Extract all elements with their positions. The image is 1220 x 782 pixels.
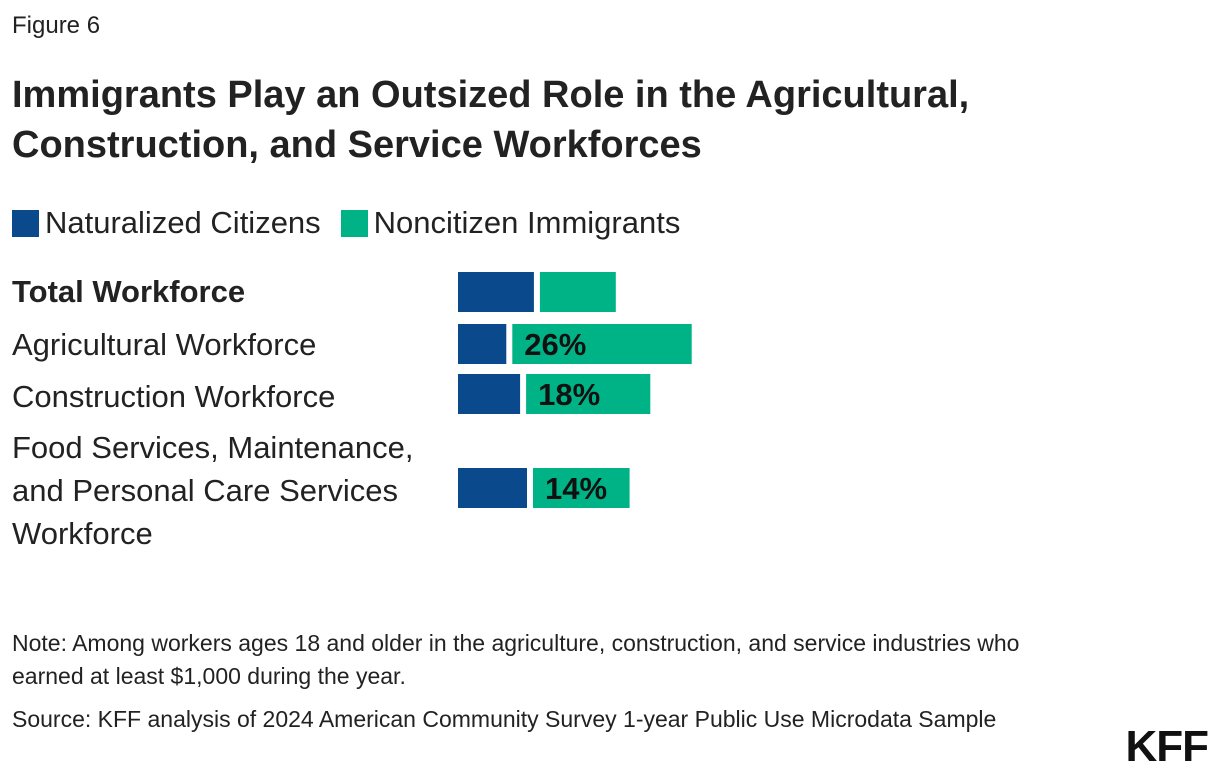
data-label-1: 26%: [524, 327, 586, 362]
legend-swatch-noncitizen: [340, 209, 368, 237]
bar-naturalized-2: [458, 374, 521, 414]
legend-item-naturalized: Naturalized Citizens: [12, 205, 321, 241]
bar-noncitizen-2: [526, 374, 651, 414]
category-label-2: Construction Workforce: [12, 379, 335, 414]
bar-naturalized-1: [458, 324, 507, 364]
legend-label-noncitizen: Noncitizen Immigrants: [373, 205, 681, 240]
chart-title: Immigrants Play an Outsized Role in the …: [12, 74, 970, 166]
bar-noncitizen-0: [539, 272, 616, 312]
bar-noncitizen-1: [512, 324, 692, 364]
bar-naturalized-0: [458, 272, 534, 312]
source-text: Source: KFF analysis of 2024 American Co…: [12, 706, 997, 732]
legend: Naturalized Citizens Noncitizen Immigran…: [12, 203, 700, 243]
note-text: Note: Among workers ages 18 and older in…: [12, 630, 1020, 689]
bar-noncitizen-3: [533, 468, 630, 508]
data-label-2: 18%: [538, 377, 600, 412]
bar-naturalized-3: [458, 468, 527, 508]
category-label-3: Food Services, Maintenance, and Personal …: [12, 430, 414, 551]
figure-label: Figure 6: [12, 12, 101, 39]
category-label-0: Total Workforce: [12, 274, 245, 309]
category-label-1: Agricultural Workforce: [12, 327, 316, 362]
legend-label-naturalized: Naturalized Citizens: [45, 205, 321, 240]
legend-item-noncitizen: Noncitizen Immigrants: [340, 205, 681, 241]
kff-logo: KFF: [1125, 722, 1209, 771]
legend-swatch-naturalized: [12, 209, 39, 237]
data-label-3: 14%: [545, 471, 607, 506]
